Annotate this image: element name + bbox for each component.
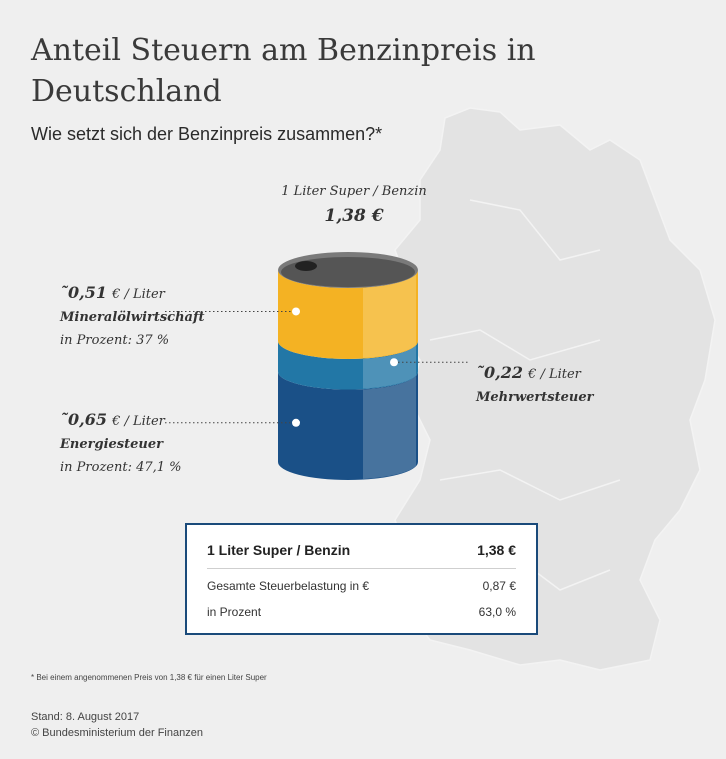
summary-row-steuerbelastung: Gesamte Steuerbelastung in € 0,87 € (207, 579, 516, 593)
barrel-chart (165, 252, 468, 480)
summary-row-label: Gesamte Steuerbelastung in € (207, 579, 370, 593)
footnote: * Bei einem angenommenen Preis von 1,38 … (31, 673, 267, 682)
barrel-highlight-energiesteuer (363, 375, 416, 479)
mehrwertsteuer-unit: € / Liter (528, 367, 581, 382)
total-value: 1,38 € (324, 206, 384, 226)
page-title: Anteil Steuern am Benzinpreis in Deutsch… (31, 33, 536, 109)
mineraloel-value: ˜0,51 (60, 283, 107, 302)
summary-header-label: 1 Liter Super / Benzin (207, 542, 351, 558)
total-label: 1 Liter Super / Benzin (281, 184, 427, 199)
barrel (278, 252, 418, 480)
leader-dot-mineralölwirtschaft (292, 307, 300, 316)
stand-date: Stand: 8. August 2017 (31, 711, 140, 723)
annotation-mehrwertsteuer: ˜0,22 € / Liter Mehrwertsteuer (476, 363, 593, 405)
mineraloel-unit: € / Liter (112, 287, 165, 302)
leader-dot-mehrwertsteuer (390, 358, 398, 367)
barrel-highlight-mehrwertsteuer (363, 344, 416, 389)
summary-row-prozent: in Prozent 63,0 % (207, 605, 516, 619)
mehrwertsteuer-name: Mehrwertsteuer (476, 390, 594, 405)
energiesteuer-unit: € / Liter (112, 414, 165, 429)
energiesteuer-value: ˜0,65 (60, 410, 107, 429)
barrel-cap (295, 261, 317, 271)
summary-row-label: in Prozent (207, 605, 262, 619)
summary-box: 1 Liter Super / Benzin 1,38 € Gesamte St… (185, 523, 538, 635)
leader-dot-energiesteuer (292, 418, 300, 427)
leader-lines (165, 307, 468, 427)
energiesteuer-name: Energiesteuer (60, 437, 163, 452)
mineraloel-name: Mineralölwirtschaft (60, 310, 205, 325)
summary-header: 1 Liter Super / Benzin 1,38 € (207, 542, 516, 558)
summary-header-value: 1,38 € (477, 542, 516, 558)
page-subtitle: Wie setzt sich der Benzinpreis zusammen?… (31, 124, 383, 144)
summary-divider (207, 568, 516, 569)
summary-row-value: 63,0 % (478, 605, 516, 619)
summary-row-value: 0,87 € (482, 579, 516, 593)
mehrwertsteuer-value: ˜0,22 (476, 363, 523, 382)
energiesteuer-percent: in Prozent: 47,1 % (60, 460, 182, 475)
mineraloel-percent: in Prozent: 37 % (60, 333, 170, 348)
copyright: © Bundesministerium der Finanzen (31, 727, 203, 739)
annotation-mineraloel: ˜0,51 € / Liter Mineralölwirtschaft in P… (60, 283, 205, 348)
barrel-highlight-mineralölwirtschaft (363, 274, 416, 358)
barrel-lid-inner (281, 257, 415, 287)
annotation-energiesteuer: ˜0,65 € / Liter Energiesteuer in Prozent… (60, 410, 182, 475)
